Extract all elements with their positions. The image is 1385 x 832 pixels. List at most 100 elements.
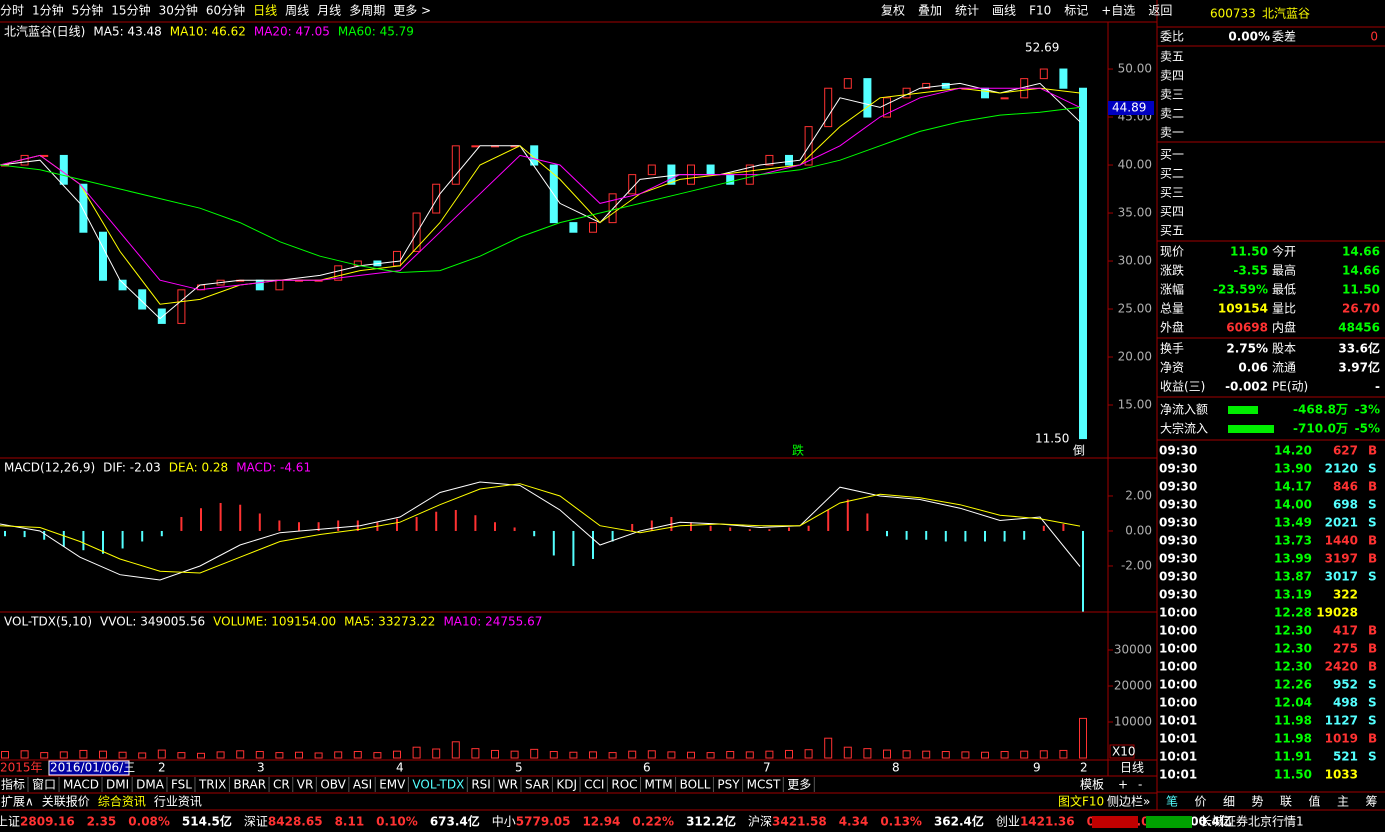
trade-time: 09:30 xyxy=(1159,552,1197,566)
indicator-tab[interactable]: BRAR xyxy=(233,778,266,792)
legend-entry: DEA: 0.28 xyxy=(169,461,228,475)
period-tab[interactable]: 分时 xyxy=(0,4,24,18)
period-tab[interactable]: 30分钟 xyxy=(159,3,198,18)
indicator-tab[interactable]: WR xyxy=(498,778,518,792)
info-tab[interactable]: 关联报价 xyxy=(42,794,90,809)
info-tab[interactable]: 扩展∧ xyxy=(1,795,34,809)
period-tab[interactable]: 更多 > xyxy=(393,4,431,18)
indicator-tab[interactable]: MCST xyxy=(747,778,781,792)
candle xyxy=(157,308,166,324)
indicator-tab[interactable]: 窗口 xyxy=(32,778,56,792)
period-tab[interactable]: 多周期 xyxy=(349,4,385,18)
volume-bar xyxy=(197,752,205,759)
indicator-tab[interactable]: FSL xyxy=(171,778,192,792)
panel-tab[interactable]: 细 xyxy=(1223,795,1235,809)
trade-time: 10:00 xyxy=(1159,606,1197,620)
trade-price: 13.19 xyxy=(1274,588,1312,602)
toolbar-button[interactable]: 叠加 xyxy=(918,4,942,18)
trade-volume: 1127 xyxy=(1325,714,1358,728)
date-label: 日线 xyxy=(1120,761,1144,775)
info-tab[interactable]: 综合资讯 xyxy=(98,794,146,809)
stock-name: 北汽蓝谷 xyxy=(1262,6,1310,21)
flow-label: 净流入额 xyxy=(1160,403,1208,417)
volume-bar xyxy=(334,751,343,759)
y-tick-label: 30000 xyxy=(1114,642,1152,656)
panel-tab[interactable]: 联 xyxy=(1280,795,1292,809)
trade-price: 14.00 xyxy=(1274,498,1312,512)
indicator-tab[interactable]: 更多 xyxy=(787,778,811,792)
template-button[interactable]: 模板 xyxy=(1080,778,1104,792)
indicator-tab[interactable]: SAR xyxy=(525,778,549,792)
trade-side: B xyxy=(1368,624,1377,638)
trade-volume: 2120 xyxy=(1325,462,1358,476)
period-tab[interactable]: 60分钟 xyxy=(206,3,245,18)
indicator-tab[interactable]: RSI xyxy=(471,778,491,792)
panel-tab[interactable]: 筹 xyxy=(1366,795,1378,809)
indicator-tab[interactable]: VR xyxy=(297,778,314,792)
indicator-tab[interactable]: DMI xyxy=(106,778,129,792)
panel-tab[interactable]: 值 xyxy=(1309,794,1321,809)
trade-time: 09:30 xyxy=(1159,588,1197,602)
panel-tab[interactable]: 价 xyxy=(1195,795,1207,809)
period-tab[interactable]: 5分钟 xyxy=(72,3,104,18)
panel-tab[interactable]: 主 xyxy=(1337,795,1349,809)
indicator-tab[interactable]: KDJ xyxy=(556,778,577,792)
panel-tab[interactable]: 笔 xyxy=(1166,794,1178,809)
toolbar-button[interactable]: 标记 xyxy=(1064,4,1088,18)
indicator-tab[interactable]: 指标 xyxy=(1,777,25,792)
indicator-tab[interactable]: VOL-TDX xyxy=(412,778,464,792)
toolbar-button[interactable]: 返回 xyxy=(1148,4,1172,18)
trade-time: 09:30 xyxy=(1159,462,1197,476)
indicator-tab[interactable]: EMV xyxy=(379,778,406,792)
indicator-tab[interactable]: TRIX xyxy=(198,778,226,792)
candle xyxy=(608,193,617,224)
period-tab[interactable]: 周线 xyxy=(285,4,309,18)
ma-line xyxy=(0,87,1081,291)
toolbar-button[interactable]: 复权 xyxy=(881,4,905,18)
period-tab[interactable]: 月线 xyxy=(317,4,341,18)
toolbar-button[interactable]: 画线 xyxy=(992,4,1016,18)
indicator-tab[interactable]: BOLL xyxy=(680,778,711,792)
volume-bar xyxy=(79,749,88,759)
volume-bar xyxy=(922,750,931,759)
toolbar-button[interactable]: 统计 xyxy=(955,4,979,18)
toolbar-button[interactable]: +自选 xyxy=(1101,4,1135,18)
date-label: 6 xyxy=(643,761,651,775)
period-tab[interactable]: 15分钟 xyxy=(111,3,150,18)
toolbar-button[interactable]: F10 xyxy=(1029,4,1051,18)
period-tab[interactable]: 1分钟 xyxy=(32,3,64,18)
date-label: 2 xyxy=(1080,761,1088,775)
info-tab[interactable]: 行业资讯 xyxy=(154,795,202,809)
trade-side: B xyxy=(1368,660,1377,674)
indicator-tab[interactable]: OBV xyxy=(320,778,346,792)
candle xyxy=(1079,87,1087,440)
trade-price: 13.49 xyxy=(1274,516,1312,530)
field-value: - xyxy=(1375,380,1380,394)
ticker-amount: 312.2亿 xyxy=(686,814,736,829)
panel-tab[interactable]: 势 xyxy=(1252,795,1264,809)
indicator-tab[interactable]: ASI xyxy=(353,778,372,792)
indicator-tab[interactable]: MTM xyxy=(645,778,673,792)
field-value: 0 xyxy=(1370,30,1378,44)
template-button[interactable]: - xyxy=(1138,778,1142,792)
indicator-tab[interactable]: CR xyxy=(273,778,290,792)
field-label: 收益(三) xyxy=(1160,380,1205,394)
indicator-tab[interactable]: PSY xyxy=(717,778,740,792)
trade-volume: 498 xyxy=(1333,696,1358,710)
date-label: 2 xyxy=(158,761,166,775)
info-button[interactable]: 侧边栏» xyxy=(1107,794,1150,809)
bid-label: 买五 xyxy=(1160,224,1184,238)
info-button[interactable]: 图文F10 xyxy=(1058,794,1104,809)
indicator-tab[interactable]: DMA xyxy=(136,778,165,792)
ticker-pct: 0.22% xyxy=(632,815,674,829)
bid-label: 买二 xyxy=(1160,167,1184,181)
indicator-tab[interactable]: ROC xyxy=(611,778,637,792)
period-tab[interactable]: 日线 xyxy=(253,4,277,18)
indicator-tab[interactable]: MACD xyxy=(63,778,99,792)
trade-time: 10:00 xyxy=(1159,642,1197,656)
volume-bar xyxy=(412,746,421,759)
template-button[interactable]: + xyxy=(1118,778,1128,792)
volume-bar xyxy=(1000,751,1009,759)
indicator-tab[interactable]: CCI xyxy=(584,778,604,792)
trade-side: B xyxy=(1368,552,1377,566)
